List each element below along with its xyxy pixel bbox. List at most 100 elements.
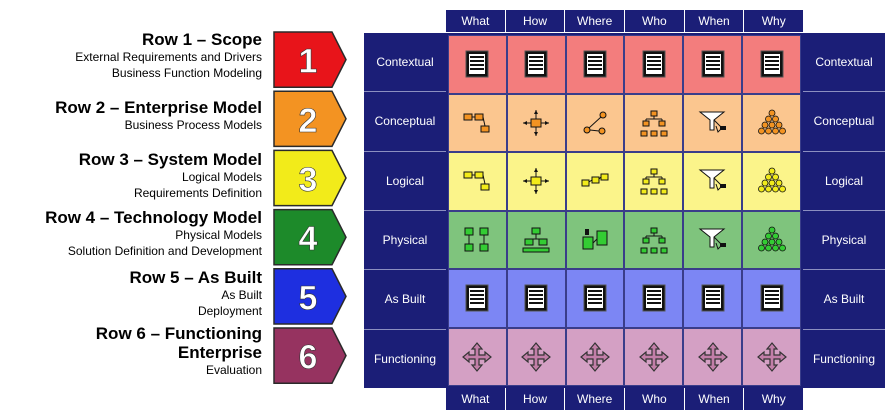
- network-nodes-icon: [580, 108, 610, 138]
- column-header-how: How: [504, 388, 565, 410]
- org-chart-icon: [639, 166, 669, 196]
- cell-physical-when: [683, 210, 743, 269]
- arrow-shape: [273, 31, 347, 88]
- timeline-event-icon: [698, 225, 728, 255]
- cell-physical-why: [742, 210, 801, 269]
- document-list-icon: [580, 49, 610, 79]
- cell-as-built-what: [448, 269, 507, 328]
- row-title: Row 6 – Functioning Enterprise: [95, 324, 262, 362]
- column-header-how: How: [504, 10, 565, 32]
- row-arrow-4: 4: [273, 208, 347, 266]
- timeline-event-icon: [698, 108, 728, 138]
- cell-logical-how: [506, 152, 566, 211]
- perspective-label-conceptual: Conceptual: [803, 91, 885, 151]
- cell-contextual-where: [565, 35, 625, 94]
- cell-conceptual-when: [683, 93, 743, 152]
- row-number: 4: [299, 220, 318, 258]
- goal-pyramid-icon: [757, 108, 787, 138]
- document-list-icon: [698, 283, 728, 313]
- perspective-label-contextual: Contextual: [364, 33, 446, 92]
- perspective-label-as-built: As Built: [364, 269, 446, 329]
- cell-logical-what: [448, 152, 507, 211]
- row-number-arrows: 1 2 3 4 5 6: [273, 31, 347, 384]
- cell-physical-what: [448, 210, 507, 269]
- cell-logical-why: [742, 152, 801, 211]
- cell-contextual-how: [506, 35, 566, 94]
- goal-pyramid-icon: [757, 225, 787, 255]
- cell-functioning-how: [506, 327, 566, 386]
- process-flow-icon: [521, 108, 551, 138]
- row-subtitle: Physical Models: [175, 228, 262, 242]
- cell-conceptual-what: [448, 93, 507, 152]
- cell-contextual-who: [624, 35, 684, 94]
- four-way-arrow-icon: [580, 341, 610, 372]
- cell-functioning-what: [448, 327, 507, 386]
- row-subtitle: As Built: [221, 288, 262, 302]
- row-label-1: Row 1 – Scope External Requirements and D…: [0, 30, 262, 81]
- column-header-when: When: [683, 10, 744, 32]
- row-arrow-1: 1: [273, 31, 347, 88]
- arrow-shape: [273, 327, 347, 384]
- row-label-4: Row 4 – Technology Model Physical Models S…: [0, 208, 262, 259]
- row-subtitle: Business Function Modeling: [111, 66, 262, 80]
- timeline-event-icon: [698, 166, 728, 196]
- perspective-label-physical: Physical: [803, 209, 885, 270]
- row-arrow-3: 3: [273, 149, 347, 207]
- document-list-icon: [757, 283, 787, 313]
- column-header-what: What: [446, 10, 505, 32]
- cell-functioning-why: [742, 327, 801, 386]
- column-header-where: Where: [564, 10, 625, 32]
- cell-conceptual-why: [742, 93, 801, 152]
- perspective-label-functioning: Functioning: [364, 328, 446, 388]
- cell-functioning-when: [683, 327, 743, 386]
- cell-as-built-why: [742, 269, 801, 328]
- document-list-icon: [639, 49, 669, 79]
- row-title: Row 5 – As Built: [129, 268, 262, 287]
- column-header-who: Who: [624, 10, 684, 32]
- cell-as-built-who: [624, 269, 684, 328]
- row-number: 6: [299, 339, 318, 377]
- perspective-label-contextual: Contextual: [803, 33, 885, 92]
- entity-relationship-icon: [462, 166, 492, 196]
- cell-conceptual-how: [506, 93, 566, 152]
- row-number: 2: [299, 102, 318, 140]
- arrow-shape: [273, 268, 347, 325]
- entity-relationship-icon: [462, 225, 492, 255]
- row-perspective-left: Contextual Conceptual Logical Physical As Bu…: [364, 33, 446, 388]
- column-header-when: When: [683, 388, 744, 410]
- org-chart-icon: [639, 225, 669, 255]
- row-label-3: Row 3 – System Model Logical Models Requir…: [0, 150, 262, 201]
- arrow-shape: [273, 149, 347, 207]
- column-header-who: Who: [624, 388, 684, 410]
- row-subtitle: Evaluation: [205, 363, 262, 377]
- four-way-arrow-icon: [638, 341, 669, 372]
- document-list-icon: [462, 283, 492, 313]
- cell-logical-where: [565, 152, 625, 211]
- arrow-shape: [273, 90, 347, 148]
- four-way-arrow-icon: [521, 341, 552, 372]
- document-list-icon: [521, 283, 551, 313]
- row-title: Row 1 – Scope: [142, 30, 262, 49]
- arrow-shape: [273, 208, 347, 266]
- entity-relationship-icon: [462, 108, 492, 138]
- row-number: 3: [299, 161, 318, 199]
- row-arrow-6: 6: [273, 327, 347, 384]
- row-number: 1: [299, 43, 318, 81]
- cell-contextual-why: [742, 35, 801, 94]
- org-chart-icon: [639, 108, 669, 138]
- row-perspective-right: Contextual Conceptual Logical Physical As Bu…: [803, 33, 885, 388]
- row-subtitle: Business Process Models: [124, 118, 262, 132]
- row-arrow-2: 2: [273, 90, 347, 148]
- column-header-where: Where: [564, 388, 625, 410]
- column-header-top: What How Where Who When Why: [446, 10, 804, 32]
- grid-main: Contextual Conceptual Logical Physical As Bu…: [364, 33, 885, 388]
- cell-functioning-where: [565, 327, 625, 386]
- cell-logical-who: [624, 152, 684, 211]
- column-header-bottom: What How Where Who When Why: [446, 388, 804, 410]
- process-flow-icon: [521, 225, 551, 255]
- cell-as-built-when: [683, 269, 743, 328]
- row-arrow-5: 5: [273, 268, 347, 325]
- document-list-icon: [639, 283, 669, 313]
- row-subtitle: Requirements Definition: [133, 186, 262, 200]
- network-nodes-icon: [580, 225, 610, 255]
